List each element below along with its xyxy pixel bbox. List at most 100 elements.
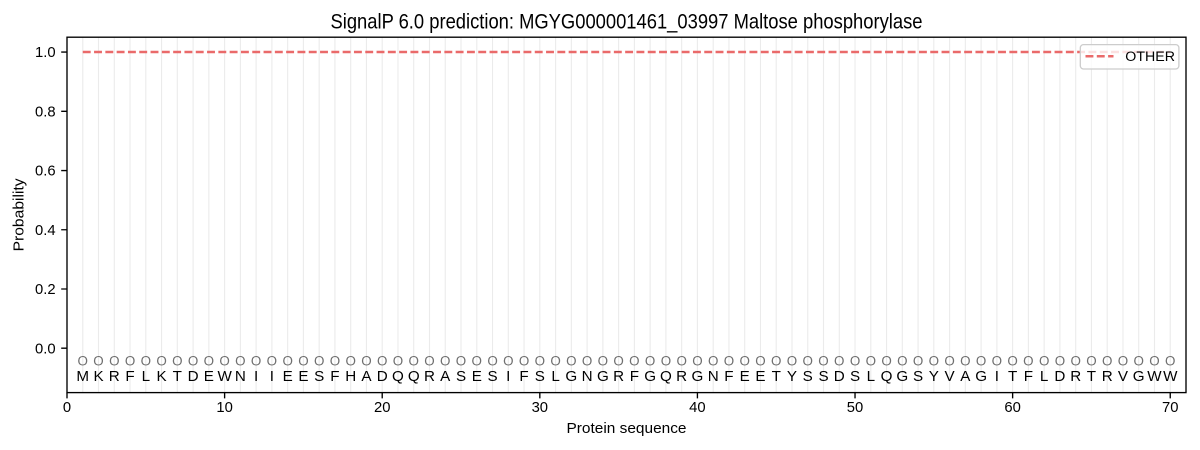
svg-text:O: O — [156, 353, 166, 368]
svg-text:D: D — [834, 368, 845, 385]
svg-text:H: H — [345, 368, 356, 385]
svg-text:O: O — [503, 353, 513, 368]
svg-text:K: K — [156, 368, 166, 385]
svg-text:O: O — [897, 353, 907, 368]
svg-text:N: N — [582, 368, 593, 385]
svg-text:I: I — [995, 368, 999, 385]
svg-text:W: W — [1163, 368, 1178, 385]
svg-text:F: F — [330, 368, 339, 385]
svg-text:Y: Y — [787, 368, 797, 385]
svg-text:O: O — [78, 353, 88, 368]
svg-text:O: O — [566, 353, 576, 368]
svg-text:10: 10 — [216, 400, 232, 416]
svg-text:R: R — [676, 368, 687, 385]
svg-text:1.0: 1.0 — [35, 45, 56, 61]
svg-text:O: O — [1070, 353, 1080, 368]
svg-text:S: S — [803, 368, 813, 385]
svg-text:R: R — [1070, 368, 1081, 385]
svg-text:R: R — [424, 368, 435, 385]
svg-text:E: E — [204, 368, 214, 385]
svg-text:E: E — [755, 368, 765, 385]
svg-text:O: O — [992, 353, 1002, 368]
svg-text:O: O — [235, 353, 245, 368]
svg-text:O: O — [771, 353, 781, 368]
svg-text:O: O — [976, 353, 986, 368]
svg-text:O: O — [282, 353, 292, 368]
svg-text:70: 70 — [1162, 400, 1178, 416]
svg-text:O: O — [1086, 353, 1096, 368]
svg-text:SignalP 6.0 prediction: MGYG00: SignalP 6.0 prediction: MGYG000001461_03… — [331, 11, 923, 34]
svg-text:0.4: 0.4 — [35, 223, 56, 239]
svg-text:K: K — [93, 368, 103, 385]
svg-text:D: D — [1054, 368, 1065, 385]
svg-text:A: A — [960, 368, 971, 385]
svg-text:O: O — [204, 353, 214, 368]
svg-text:S: S — [487, 368, 497, 385]
svg-text:60: 60 — [1004, 400, 1020, 416]
svg-text:O: O — [1134, 353, 1144, 368]
svg-text:Q: Q — [392, 368, 404, 385]
svg-text:I: I — [506, 368, 510, 385]
svg-text:O: O — [535, 353, 545, 368]
svg-text:G: G — [1133, 368, 1145, 385]
svg-text:O: O — [172, 353, 182, 368]
svg-text:F: F — [125, 368, 134, 385]
svg-text:E: E — [472, 368, 482, 385]
svg-text:O: O — [141, 353, 151, 368]
svg-text:O: O — [803, 353, 813, 368]
svg-text:O: O — [1039, 353, 1049, 368]
svg-text:S: S — [535, 368, 545, 385]
svg-text:G: G — [692, 368, 704, 385]
svg-text:O: O — [881, 353, 891, 368]
svg-text:O: O — [913, 353, 923, 368]
svg-text:O: O — [125, 353, 135, 368]
svg-text:V: V — [1118, 368, 1129, 385]
svg-text:L: L — [1040, 368, 1048, 385]
svg-text:O: O — [645, 353, 655, 368]
svg-text:0.2: 0.2 — [35, 282, 56, 298]
svg-text:O: O — [361, 353, 371, 368]
svg-text:40: 40 — [689, 400, 705, 416]
svg-text:L: L — [551, 368, 559, 385]
svg-text:Q: Q — [408, 368, 420, 385]
svg-text:L: L — [142, 368, 150, 385]
svg-text:L: L — [867, 368, 875, 385]
svg-text:G: G — [565, 368, 577, 385]
svg-text:G: G — [644, 368, 656, 385]
svg-text:O: O — [676, 353, 686, 368]
svg-text:O: O — [818, 353, 828, 368]
svg-text:O: O — [598, 353, 608, 368]
svg-text:I: I — [254, 368, 258, 385]
svg-text:O: O — [487, 353, 497, 368]
svg-text:O: O — [519, 353, 529, 368]
svg-text:Y: Y — [929, 368, 939, 385]
svg-text:T: T — [772, 368, 781, 385]
svg-text:O: O — [960, 353, 970, 368]
svg-text:O: O — [739, 353, 749, 368]
svg-text:0.6: 0.6 — [35, 164, 56, 180]
svg-text:G: G — [896, 368, 908, 385]
svg-text:D: D — [188, 368, 199, 385]
svg-text:O: O — [93, 353, 103, 368]
svg-text:O: O — [1007, 353, 1017, 368]
svg-text:S: S — [456, 368, 466, 385]
svg-text:O: O — [109, 353, 119, 368]
svg-text:N: N — [708, 368, 719, 385]
svg-text:S: S — [818, 368, 828, 385]
svg-text:0.8: 0.8 — [35, 104, 56, 120]
svg-text:O: O — [251, 353, 261, 368]
svg-text:W: W — [1147, 368, 1162, 385]
svg-text:S: S — [850, 368, 860, 385]
svg-text:O: O — [582, 353, 592, 368]
svg-text:R: R — [1102, 368, 1113, 385]
svg-text:F: F — [1024, 368, 1033, 385]
svg-text:S: S — [913, 368, 923, 385]
svg-text:F: F — [630, 368, 639, 385]
svg-text:O: O — [724, 353, 734, 368]
svg-text:O: O — [1055, 353, 1065, 368]
svg-text:O: O — [1149, 353, 1159, 368]
svg-text:A: A — [361, 368, 372, 385]
svg-text:T: T — [1008, 368, 1017, 385]
svg-text:O: O — [377, 353, 387, 368]
svg-text:Q: Q — [881, 368, 893, 385]
